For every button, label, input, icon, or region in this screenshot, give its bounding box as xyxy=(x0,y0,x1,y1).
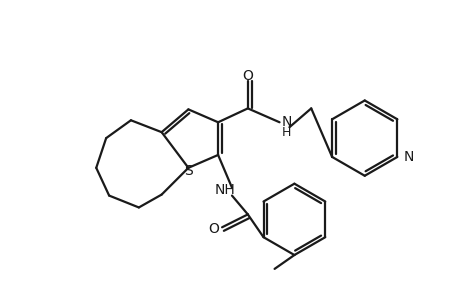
Text: N: N xyxy=(403,150,413,164)
Text: S: S xyxy=(184,164,192,178)
Text: O: O xyxy=(208,222,219,236)
Text: O: O xyxy=(242,69,253,83)
Text: NH: NH xyxy=(214,183,235,196)
Text: H: H xyxy=(281,126,290,139)
Text: N: N xyxy=(281,115,291,129)
